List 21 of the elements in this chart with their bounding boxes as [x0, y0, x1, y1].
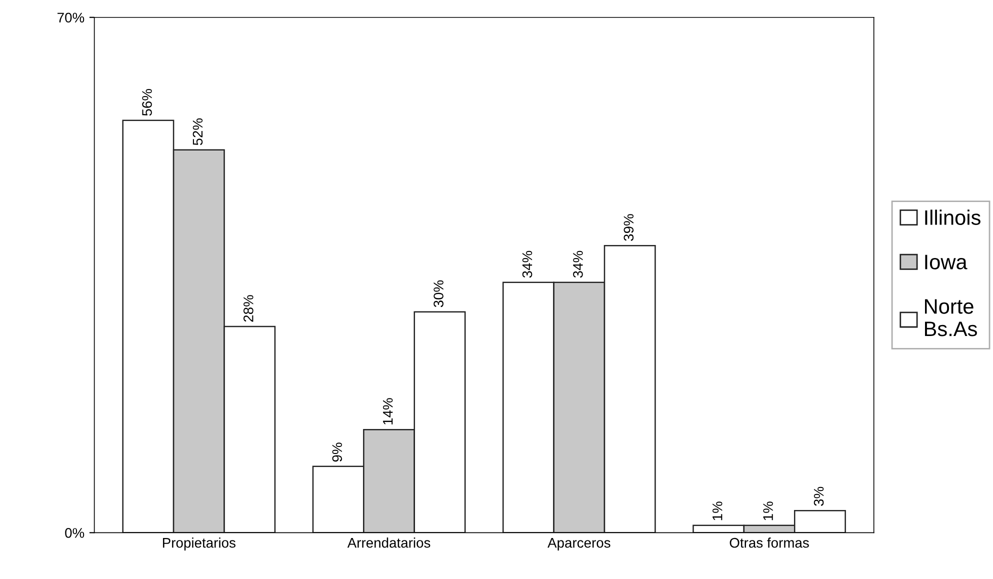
data-label: 34%	[573, 250, 583, 278]
x-tick-label: Propietarios	[162, 538, 236, 550]
y-tick-label: 70%	[58, 12, 84, 23]
y-tick-label: 0%	[65, 528, 84, 538]
legend-label: Iowa	[925, 254, 968, 270]
x-tick-label: Arrendatarios	[347, 538, 430, 548]
data-label: 52%	[192, 118, 203, 146]
data-label: 30%	[434, 280, 444, 308]
data-label: 3%	[814, 486, 824, 506]
legend-label: Norte Bs.As	[925, 299, 977, 336]
data-label: 1%	[763, 502, 773, 520]
data-label: 39%	[624, 214, 634, 241]
data-label: 1%	[712, 502, 722, 520]
data-label: 28%	[243, 295, 254, 322]
legend-label: Illinois	[925, 210, 980, 225]
data-label: 56%	[142, 88, 152, 116]
data-label: 34%	[522, 250, 532, 278]
x-tick-label: Otras formas	[730, 538, 809, 548]
data-label: 9%	[332, 442, 342, 462]
x-tick-label: Aparceros	[548, 538, 610, 550]
data-label: 14%	[382, 398, 393, 424]
